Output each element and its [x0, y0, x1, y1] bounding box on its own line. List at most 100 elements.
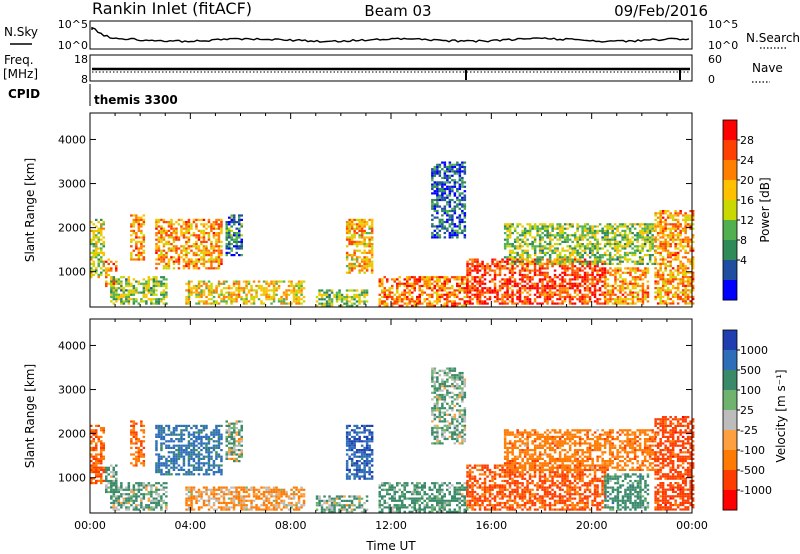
power-echo-cell — [280, 295, 283, 299]
power-echo-cell — [608, 227, 612, 230]
power-echo-cell — [619, 267, 622, 270]
power-echo-cell — [521, 249, 524, 252]
power-echo-cell — [628, 258, 632, 261]
power-echo-cell — [591, 284, 594, 288]
power-echo-cell — [202, 236, 206, 239]
power-echo-cell — [125, 282, 128, 285]
power-echo-cell — [604, 298, 607, 301]
power-echo-cell — [571, 251, 574, 254]
velocity-echo-cell — [197, 451, 201, 454]
power-echo-cell — [654, 227, 657, 230]
power-echo-cell — [238, 234, 241, 237]
power-echo-cell — [566, 293, 569, 296]
power-echo-cell — [488, 280, 492, 283]
power-echo-cell — [684, 218, 687, 221]
power-echo-cell — [516, 254, 519, 257]
power-echo-cell — [583, 282, 587, 285]
power-echo-cell — [413, 280, 416, 283]
power-echo-cell — [541, 278, 544, 281]
velocity-echo-cell — [117, 497, 121, 500]
velocity-echo-cell — [97, 475, 100, 478]
power-echo-cell — [674, 229, 677, 232]
power-echo-cell — [606, 258, 609, 261]
power-echo-cell — [401, 298, 404, 301]
power-echo-cell — [516, 260, 519, 263]
power-echo-cell — [426, 276, 429, 279]
power-echo-cell — [353, 232, 356, 235]
power-echo-cell — [531, 240, 534, 243]
power-echo-cell — [358, 223, 361, 226]
power-echo-cell — [137, 254, 141, 257]
power-echo-cell — [453, 185, 457, 188]
power-echo-cell — [456, 205, 459, 208]
power-echo-cell — [591, 262, 594, 265]
power-echo-cell — [167, 258, 171, 261]
power-echo-cell — [586, 227, 589, 230]
power-echo-cell — [656, 293, 660, 296]
power-echo-cell — [531, 282, 534, 285]
power-echo-cell — [518, 234, 522, 237]
power-echo-cell — [277, 287, 281, 290]
power-echo-cell — [461, 205, 464, 208]
power-echo-cell — [624, 267, 627, 270]
power-echo-cell — [676, 247, 680, 250]
power-echo-cell — [468, 258, 472, 261]
power-echo-cell — [202, 289, 206, 292]
power-echo-cell — [190, 262, 193, 265]
power-echo-cell — [190, 287, 193, 290]
velocity-echo-cell — [180, 449, 183, 452]
power-echo-cell — [596, 232, 599, 235]
power-echo-cell — [257, 280, 261, 283]
power-echo-cell — [619, 300, 622, 303]
velocity-echo-cell — [90, 464, 93, 467]
power-echo-cell — [217, 254, 221, 257]
power-echo-cell — [370, 238, 374, 241]
power-echo-cell — [441, 168, 444, 171]
power-echo-cell — [606, 284, 610, 288]
velocity-echo-cell — [97, 453, 100, 456]
power-echo-cell — [533, 251, 537, 254]
power-colorbar-swatch — [723, 220, 737, 241]
power-echo-cell — [573, 234, 577, 237]
power-echo-cell — [478, 284, 482, 288]
power-echo-cell — [581, 284, 584, 288]
velocity-echo-cell — [200, 438, 203, 441]
velocity-echo-cell — [140, 488, 143, 491]
power-echo-cell — [433, 225, 437, 228]
power-echo-cell — [431, 198, 434, 202]
power-echo-cell — [370, 249, 374, 252]
velocity-echo-cell — [192, 468, 196, 471]
power-echo-cell — [506, 260, 509, 263]
power-echo-cell — [643, 227, 647, 230]
velocity-echo-cell — [187, 464, 191, 467]
velocity-echo-cell — [157, 499, 161, 502]
power-echo-cell — [661, 234, 665, 237]
power-echo-cell — [431, 223, 434, 226]
power-echo-cell — [686, 236, 690, 239]
power-echo-cell — [320, 298, 324, 301]
power-echo-cell — [521, 238, 524, 241]
power-echo-cell — [623, 236, 627, 239]
power-echo-cell — [451, 291, 454, 294]
power-echo-cell — [676, 287, 680, 290]
power-echo-cell — [573, 289, 577, 292]
velocity-echo-cell — [90, 440, 93, 443]
power-echo-cell — [623, 251, 627, 254]
power-echo-cell — [598, 293, 602, 296]
power-echo-cell — [568, 298, 572, 301]
power-echo-cell — [237, 280, 241, 283]
power-echo-cell — [416, 280, 419, 283]
power-echo-cell — [643, 225, 647, 228]
power-echo-cell — [553, 243, 557, 246]
power-echo-cell — [571, 223, 574, 226]
velocity-echo-cell — [202, 446, 206, 449]
power-echo-cell — [453, 225, 457, 228]
power-echo-cell — [345, 221, 349, 224]
velocity-echo-cell — [92, 462, 95, 465]
power-echo-cell — [210, 223, 213, 226]
power-echo-cell — [220, 221, 223, 224]
velocity-echo-cell — [182, 462, 186, 465]
velocity-echo-cell — [140, 420, 143, 423]
velocity-echo-cell — [95, 442, 98, 445]
power-echo-cell — [654, 229, 657, 232]
